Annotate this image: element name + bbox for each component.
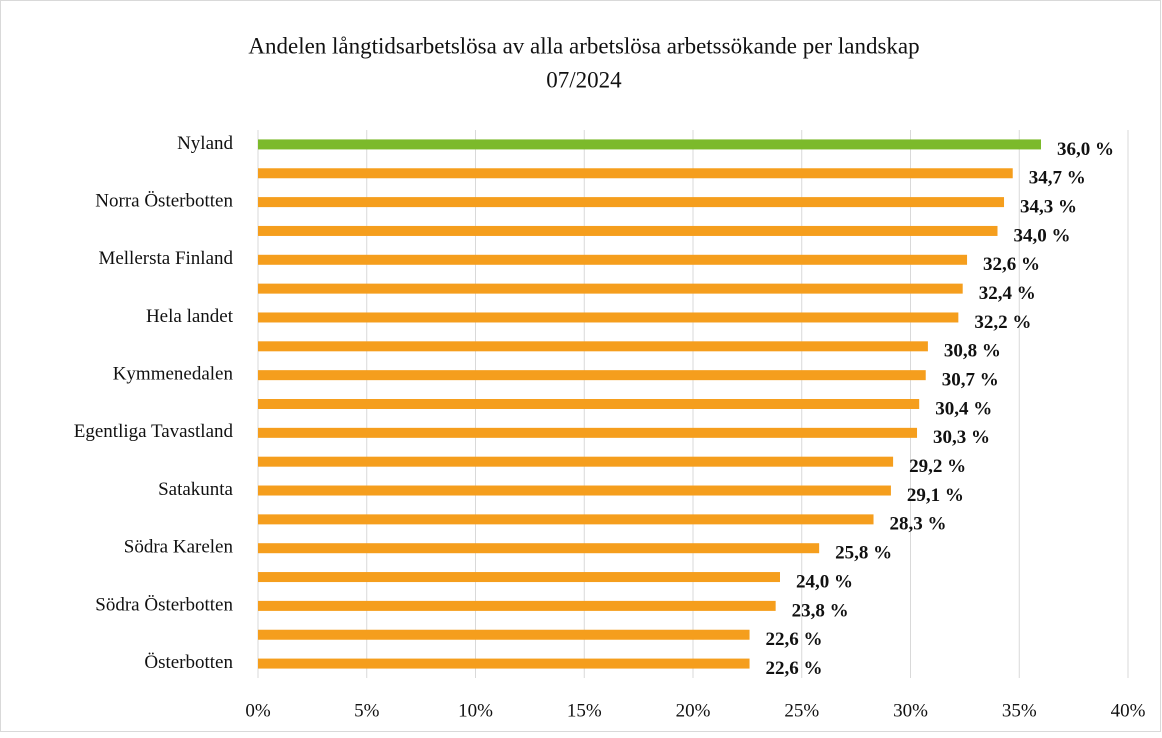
x-tick-label: 15% bbox=[567, 700, 602, 721]
value-label: 36,0 % bbox=[1057, 139, 1114, 160]
chart-subtitle: 07/2024 bbox=[546, 67, 622, 92]
y-tick-label: Södra Karelen bbox=[124, 537, 234, 558]
value-label: 32,4 % bbox=[979, 283, 1036, 304]
y-tick-label: Satakunta bbox=[158, 479, 233, 500]
bar bbox=[258, 283, 963, 294]
value-label: 34,0 % bbox=[1014, 225, 1071, 246]
bar bbox=[258, 139, 1041, 150]
bar bbox=[258, 600, 776, 611]
x-tick-label: 0% bbox=[245, 700, 271, 721]
value-label: 32,2 % bbox=[974, 312, 1031, 333]
bar bbox=[258, 485, 891, 496]
value-label: 22,6 % bbox=[766, 658, 823, 679]
value-label: 30,7 % bbox=[942, 370, 999, 391]
bar bbox=[258, 427, 918, 438]
y-tick-label: Österbotten bbox=[144, 652, 233, 673]
value-label: 32,6 % bbox=[983, 254, 1040, 275]
bar bbox=[258, 456, 894, 467]
y-tick-label: Norra Österbotten bbox=[95, 190, 233, 211]
value-label: 23,8 % bbox=[792, 600, 849, 621]
bar bbox=[258, 254, 968, 265]
bar bbox=[258, 658, 750, 669]
bar bbox=[258, 197, 1005, 208]
x-tick-label: 35% bbox=[1002, 700, 1037, 721]
bar bbox=[258, 168, 1013, 179]
bar bbox=[258, 399, 920, 409]
bar bbox=[258, 370, 926, 381]
x-tick-label: 25% bbox=[784, 700, 819, 721]
value-label: 24,0 % bbox=[796, 571, 853, 592]
x-tick-label: 10% bbox=[458, 700, 493, 721]
y-tick-label: Nyland bbox=[177, 133, 233, 154]
value-label: 22,6 % bbox=[766, 629, 823, 650]
x-tick-label: 20% bbox=[676, 700, 711, 721]
chart-title: Andelen långtidsarbetslösa av alla arbet… bbox=[248, 33, 919, 58]
value-label: 30,4 % bbox=[935, 398, 992, 419]
bar bbox=[258, 629, 750, 640]
y-tick-label: Mellersta Finland bbox=[98, 248, 233, 269]
value-label: 25,8 % bbox=[835, 543, 892, 564]
value-label: 34,3 % bbox=[1020, 196, 1077, 217]
bar bbox=[258, 341, 928, 352]
y-tick-label: Södra Österbotten bbox=[95, 594, 233, 615]
bar bbox=[258, 225, 998, 236]
x-tick-label: 5% bbox=[354, 700, 380, 721]
y-tick-label: Egentliga Tavastland bbox=[74, 421, 234, 442]
bar bbox=[258, 312, 959, 323]
value-label: 30,3 % bbox=[933, 427, 990, 448]
x-tick-label: 40% bbox=[1111, 700, 1146, 721]
y-tick-label: Hela landet bbox=[146, 306, 234, 327]
value-label: 29,2 % bbox=[909, 456, 966, 477]
value-label: 29,1 % bbox=[907, 485, 964, 506]
bar bbox=[258, 572, 780, 583]
y-tick-label: Kymmenedalen bbox=[113, 364, 234, 385]
bar bbox=[258, 514, 874, 525]
value-label: 28,3 % bbox=[890, 514, 947, 535]
bar bbox=[258, 543, 820, 554]
value-label: 34,7 % bbox=[1029, 168, 1086, 189]
value-label: 30,8 % bbox=[944, 341, 1001, 362]
x-tick-label: 30% bbox=[893, 700, 928, 721]
